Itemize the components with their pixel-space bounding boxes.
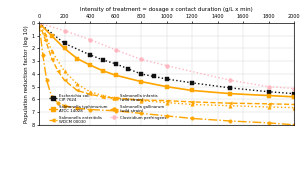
Salmonella typhimurium
ATCC 14028 — [114, 74, 117, 76]
Salmonella infantis
(wild strain) — [292, 107, 296, 109]
Salmonella typhimurium
ATCC 14028 — [50, 35, 54, 37]
Salmonella gallinarum
(wild strain) — [50, 96, 54, 98]
Salmonella infantis
(wild strain) — [44, 33, 47, 36]
Salmonella typhimurium
ATCC 14028 — [165, 85, 168, 88]
Escherichia coli
CIP 7624 — [63, 42, 66, 45]
Salmonella typhimurium
ATCC 14028 — [267, 94, 270, 97]
Salmonella enteritidis
WDCM 00030 — [44, 38, 47, 41]
Salmonella enteritidis
WDCM 00030 — [139, 99, 143, 101]
Salmonella gallinarum
(wild strain) — [165, 115, 168, 117]
Escherichia coli
CIP 7624 — [267, 91, 270, 93]
Salmonella infantis
(wild strain) — [267, 106, 270, 108]
Salmonella infantis
(wild strain) — [88, 91, 92, 93]
Salmonella infantis
(wild strain) — [50, 50, 54, 52]
Salmonella gallinarum
(wild strain) — [41, 54, 45, 56]
Escherichia coli
CIP 7624 — [165, 78, 168, 80]
Salmonella infantis
(wild strain) — [114, 97, 117, 99]
Salmonella enteritidis
WDCM 00030 — [50, 58, 54, 60]
Clostridium perfringens — [267, 85, 270, 88]
Salmonella gallinarum
(wild strain) — [229, 120, 232, 122]
Salmonella typhimurium
ATCC 14028 — [101, 70, 105, 72]
Salmonella enteritidis
WDCM 00030 — [88, 93, 92, 95]
Line: Salmonella gallinarum
(wild strain): Salmonella gallinarum (wild strain) — [37, 21, 296, 127]
Salmonella infantis
(wild strain) — [37, 22, 41, 24]
Escherichia coli
CIP 7624 — [190, 82, 194, 84]
Escherichia coli
CIP 7624 — [139, 73, 143, 75]
Escherichia coli
CIP 7624 — [152, 75, 156, 78]
Salmonella gallinarum
(wild strain) — [45, 79, 49, 81]
Escherichia coli
CIP 7624 — [101, 59, 105, 61]
Salmonella gallinarum
(wild strain) — [267, 122, 270, 124]
Salmonella typhimurium
ATCC 14028 — [229, 93, 232, 95]
Salmonella infantis
(wild strain) — [229, 105, 232, 107]
Salmonella enteritidis
WDCM 00030 — [292, 103, 296, 106]
Salmonella gallinarum
(wild strain) — [190, 117, 194, 120]
Salmonella enteritidis
WDCM 00030 — [114, 97, 117, 99]
Line: Salmonella enteritidis
WDCM 00030: Salmonella enteritidis WDCM 00030 — [37, 21, 296, 106]
Clostridium perfringens — [63, 30, 66, 32]
Salmonella typhimurium
ATCC 14028 — [139, 80, 143, 83]
Salmonella gallinarum
(wild strain) — [114, 110, 117, 112]
Salmonella typhimurium
ATCC 14028 — [88, 64, 92, 66]
Line: Salmonella infantis
(wild strain): Salmonella infantis (wild strain) — [37, 21, 296, 109]
Salmonella infantis
(wild strain) — [76, 83, 79, 85]
Salmonella enteritidis
WDCM 00030 — [229, 102, 232, 104]
Salmonella enteritidis
WDCM 00030 — [190, 101, 194, 103]
X-axis label: Intensity of treatment = dosage x contact duration (g/L x min): Intensity of treatment = dosage x contac… — [80, 7, 253, 12]
Escherichia coli
CIP 7624 — [292, 93, 296, 95]
Salmonella infantis
(wild strain) — [190, 103, 194, 106]
Salmonella gallinarum
(wild strain) — [88, 108, 92, 111]
Salmonella gallinarum
(wild strain) — [292, 124, 296, 126]
Salmonella gallinarum
(wild strain) — [76, 107, 79, 109]
Salmonella enteritidis
WDCM 00030 — [267, 103, 270, 105]
Clostridium perfringens — [292, 87, 296, 90]
Salmonella enteritidis
WDCM 00030 — [165, 99, 168, 102]
Salmonella infantis
(wild strain) — [165, 101, 168, 104]
Legend: Escherichia coli
CIP 7624, Salmonella typhimurium
ATCC 14028, Salmonella enterit: Escherichia coli CIP 7624, Salmonella ty… — [49, 93, 167, 125]
Clostridium perfringens — [139, 58, 143, 60]
Escherichia coli
CIP 7624 — [127, 68, 130, 70]
Clostridium perfringens — [88, 38, 92, 41]
Salmonella enteritidis
WDCM 00030 — [76, 89, 79, 92]
Salmonella typhimurium
ATCC 14028 — [37, 22, 41, 24]
Salmonella enteritidis
WDCM 00030 — [101, 96, 105, 98]
Salmonella gallinarum
(wild strain) — [139, 112, 143, 114]
Salmonella enteritidis
WDCM 00030 — [37, 22, 41, 24]
Clostridium perfringens — [165, 65, 168, 67]
Salmonella typhimurium
ATCC 14028 — [63, 47, 66, 50]
Line: Escherichia coli
CIP 7624: Escherichia coli CIP 7624 — [37, 21, 296, 95]
Line: Salmonella typhimurium
ATCC 14028: Salmonella typhimurium ATCC 14028 — [37, 21, 296, 98]
Escherichia coli
CIP 7624 — [114, 63, 117, 65]
Escherichia coli
CIP 7624 — [37, 22, 41, 24]
Salmonella typhimurium
ATCC 14028 — [190, 89, 194, 92]
Salmonella infantis
(wild strain) — [63, 70, 66, 73]
Y-axis label: Population reduction factor (log 10): Population reduction factor (log 10) — [24, 25, 29, 123]
Line: Clostridium perfringens: Clostridium perfringens — [37, 21, 296, 90]
Salmonella gallinarum
(wild strain) — [63, 105, 66, 107]
Salmonella gallinarum
(wild strain) — [56, 102, 60, 104]
Salmonella typhimurium
ATCC 14028 — [76, 58, 79, 60]
Escherichia coli
CIP 7624 — [229, 87, 232, 89]
Salmonella infantis
(wild strain) — [139, 99, 143, 102]
Clostridium perfringens — [37, 22, 41, 24]
Escherichia coli
CIP 7624 — [88, 54, 92, 56]
Salmonella infantis
(wild strain) — [101, 94, 105, 97]
Salmonella gallinarum
(wild strain) — [37, 22, 41, 24]
Salmonella typhimurium
ATCC 14028 — [292, 96, 296, 98]
Clostridium perfringens — [114, 49, 117, 51]
Clostridium perfringens — [229, 79, 232, 81]
Salmonella enteritidis
WDCM 00030 — [56, 70, 60, 73]
Salmonella enteritidis
WDCM 00030 — [63, 79, 66, 81]
